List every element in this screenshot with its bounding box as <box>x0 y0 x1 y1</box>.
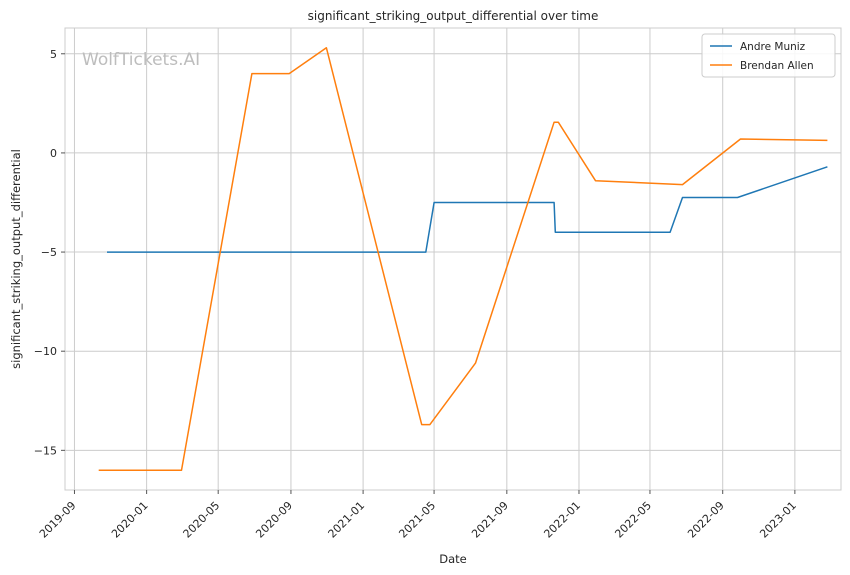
y-tick-label: 5 <box>50 48 57 61</box>
x-tick-label: 2022-01 <box>541 499 583 541</box>
x-tick-label: 2022-05 <box>612 499 654 541</box>
x-tick-label: 2021-09 <box>469 499 511 541</box>
legend-box <box>701 33 836 78</box>
chart-title: significant_striking_output_differential… <box>308 9 599 23</box>
x-tick-label: 2023-01 <box>757 499 799 541</box>
x-tick-label: 2021-01 <box>326 499 368 541</box>
y-tick-label: −10 <box>34 345 57 358</box>
y-axis-ticks: 5 0 −5 −10 −15 <box>34 48 65 457</box>
y-tick-label: 0 <box>50 147 57 160</box>
x-tick-label: 2021-05 <box>396 499 438 541</box>
x-tick-label: 2020-05 <box>181 499 223 541</box>
watermark-text: WolfTickets.AI <box>82 50 200 70</box>
x-axis-ticks: 2019-09 2020-01 2020-05 2020-09 2021-01 2021-… <box>37 490 799 541</box>
legend-label: Brendan Allen <box>740 60 814 72</box>
y-axis-label: significant_striking_output_differential <box>9 149 23 369</box>
series-line-brendan-allen <box>98 47 828 471</box>
grid <box>65 28 841 490</box>
legend: Andre Muniz Brendan Allen <box>701 33 836 78</box>
y-tick-label: −5 <box>41 246 57 259</box>
x-tick-label: 2019-09 <box>37 499 79 541</box>
y-tick-label: −15 <box>34 444 57 457</box>
x-tick-label: 2020-01 <box>109 499 151 541</box>
x-tick-label: 2022-09 <box>685 499 727 541</box>
plot-area <box>64 27 842 491</box>
x-tick-label: 2020-09 <box>253 499 295 541</box>
x-axis-label: Date <box>439 552 467 566</box>
series-lines <box>98 47 828 471</box>
series-line-andre-muniz <box>107 166 828 253</box>
legend-label: Andre Muniz <box>740 41 806 53</box>
